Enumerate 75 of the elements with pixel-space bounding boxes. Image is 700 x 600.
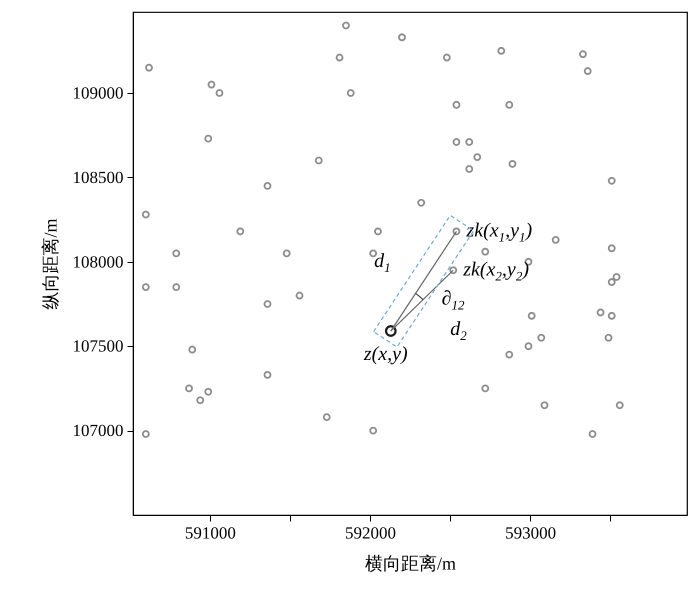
point: [524, 342, 532, 350]
point: [346, 89, 355, 97]
point: [465, 165, 474, 173]
point: [505, 350, 514, 359]
point: [452, 138, 460, 146]
point: [282, 249, 291, 258]
annotation: zk(x$_{1}$,y$_{1}$): [465, 219, 533, 245]
point: [264, 182, 272, 190]
point: [608, 176, 616, 185]
point: [452, 228, 460, 236]
annotation: z(x,y): [362, 342, 408, 365]
point: [612, 273, 620, 281]
point: [481, 248, 490, 256]
point: [336, 54, 344, 62]
point: [465, 138, 474, 146]
point: [264, 371, 272, 379]
point: [204, 388, 212, 396]
point: [588, 430, 596, 438]
point: [374, 228, 382, 236]
point: [264, 300, 272, 308]
point: [552, 236, 560, 244]
annotation: zk(x$_{2}$,y$_{2}$): [462, 258, 530, 284]
point: [616, 401, 624, 410]
point: [236, 228, 244, 236]
y-tick-label: 108500: [72, 168, 124, 187]
point: [398, 33, 406, 42]
point: [579, 50, 587, 58]
x-tick-label: 593000: [505, 524, 556, 542]
annotation: d$_{1}$: [374, 250, 391, 276]
point: [196, 396, 204, 404]
point: [142, 430, 150, 438]
point: [314, 156, 323, 164]
point: [296, 292, 304, 300]
point: [449, 266, 458, 274]
point: [322, 413, 331, 421]
point: [216, 89, 224, 97]
point: [505, 100, 514, 109]
y-tick-label: 109000: [72, 84, 124, 103]
point: [417, 198, 426, 207]
point: [473, 153, 482, 162]
y-tick-label: 108000: [72, 252, 124, 272]
y-tick-label: 107000: [72, 421, 124, 440]
y-tick-label: 107500: [72, 336, 124, 356]
point: [204, 134, 212, 142]
point: [540, 401, 548, 410]
point: [145, 64, 153, 72]
point: [342, 22, 350, 30]
point: [185, 384, 193, 392]
point: [188, 346, 196, 354]
point: [508, 160, 516, 168]
annotation: d$_{2}$: [450, 318, 468, 344]
point: [608, 312, 616, 320]
point: [142, 210, 150, 218]
y-axis-title: 纵向距离/m: [40, 218, 60, 310]
point: [384, 325, 397, 337]
point: [172, 283, 180, 292]
point: [537, 334, 546, 342]
point: [172, 249, 180, 258]
point: [442, 54, 451, 62]
x-axis-title: 横向距离/m: [364, 554, 456, 574]
point: [369, 426, 378, 434]
point: [584, 67, 592, 75]
point: [481, 384, 490, 392]
annotation: ∂$_{12}$: [442, 287, 465, 314]
point: [596, 308, 604, 316]
x-tick-label: 592000: [344, 524, 396, 542]
point: [497, 46, 506, 55]
point: [452, 100, 460, 109]
point: [608, 244, 616, 252]
point: [208, 80, 216, 88]
point: [142, 283, 150, 292]
point: [608, 278, 616, 286]
x-tick-label: 591000: [184, 524, 236, 542]
point: [528, 312, 536, 320]
point: [604, 334, 612, 342]
